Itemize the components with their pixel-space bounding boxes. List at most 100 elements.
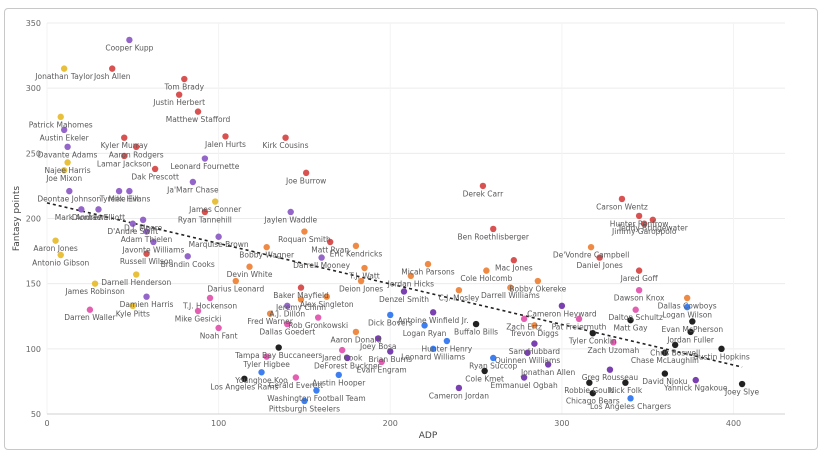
data-label: Zach Uzomah	[588, 346, 640, 355]
data-label: Darrell Mooney	[293, 261, 350, 270]
data-point	[232, 277, 239, 285]
data-point	[206, 294, 214, 302]
data-point	[222, 133, 229, 140]
data-label: Davante Adams	[38, 150, 98, 159]
data-point	[407, 272, 415, 280]
data-label: Carson Wentz	[596, 202, 648, 211]
data-point	[129, 220, 137, 227]
data-point	[126, 187, 133, 195]
data-label: Mike Gesicki	[175, 315, 222, 324]
data-point	[606, 366, 614, 373]
data-label: Dalton Schultz	[608, 313, 663, 322]
data-label: Mac Jones	[495, 264, 533, 273]
y-tick-label: 200	[26, 215, 41, 224]
data-point	[263, 353, 270, 360]
data-label: Tyler Higbee	[242, 360, 290, 369]
data-label: Jordan Hicks	[387, 279, 434, 288]
data-label: Fred Warner	[247, 317, 293, 326]
data-point	[121, 152, 128, 160]
data-label: Jordan Fuller	[666, 335, 715, 344]
data-point	[520, 374, 528, 381]
data-point	[301, 397, 308, 405]
data-point	[64, 159, 71, 166]
data-point	[57, 113, 64, 121]
data-point	[95, 206, 102, 213]
data-point	[284, 302, 291, 310]
data-point	[78, 206, 85, 213]
y-axis-title: Fantasy points	[12, 186, 22, 251]
data-label: Robbie Gould	[564, 386, 614, 395]
data-point	[661, 349, 669, 356]
data-label: Joe Mixon	[45, 174, 82, 183]
data-point	[194, 108, 202, 115]
data-point	[429, 309, 437, 316]
data-point	[589, 329, 596, 337]
data-point	[689, 318, 696, 325]
data-label: Darnell Henderson	[101, 278, 171, 287]
data-point	[60, 65, 68, 72]
data-label: Ja'Marr Chase	[166, 186, 219, 195]
data-label: Yannick Ngakoue	[663, 384, 728, 393]
data-label: Diontae Elliott	[72, 213, 125, 222]
data-point	[150, 238, 157, 246]
data-point	[292, 374, 300, 381]
data-point	[596, 254, 603, 261]
data-label: Logan Ryan	[403, 329, 447, 338]
data-point	[524, 349, 531, 356]
data-point	[575, 315, 583, 323]
data-label: Najee Harris	[45, 166, 91, 175]
data-point	[246, 263, 253, 270]
x-tick-label: 200	[383, 419, 398, 428]
data-label: Los Angeles Rams	[210, 382, 278, 391]
data-point	[109, 65, 116, 72]
data-point	[627, 395, 634, 402]
data-label: Jaylen Waddle	[263, 215, 317, 224]
data-label: Patrick Mahomes	[29, 120, 93, 129]
data-label: Dallas Goedert	[259, 328, 315, 337]
data-label: T.J. Watt	[348, 272, 380, 281]
data-label: Ben Roethlisberger	[457, 232, 529, 241]
data-label: A.J. Dillon	[269, 309, 305, 318]
data-label: Matt Ryan	[311, 245, 349, 254]
data-label: Darius Leonard	[207, 285, 264, 294]
axes: 50 100 150 200 250 300 350 0 100 200 300 400	[26, 19, 785, 428]
data-label: Jeremy Chinn	[275, 303, 326, 312]
x-axis-title: ADP	[419, 431, 438, 441]
data-label: Dick Bovers	[368, 318, 413, 327]
data-point	[302, 169, 310, 177]
data-label: Damien Harris	[120, 300, 174, 309]
data-label: Baker Mayfield	[273, 291, 329, 300]
data-label: Cameron Heyward	[527, 309, 597, 318]
data-points	[52, 36, 746, 405]
data-point	[455, 286, 463, 294]
data-label: Jonathan Allen	[520, 368, 575, 377]
data-point	[627, 316, 634, 324]
data-point	[490, 354, 497, 362]
data-label: T.J. Hockenson	[182, 302, 237, 311]
data-label: Deion Jones	[339, 285, 383, 294]
data-label: Cole Kmet	[465, 374, 504, 383]
data-label: De'Vondre Campbell	[553, 251, 629, 260]
data-label: Chicago Bears	[566, 397, 620, 406]
data-point	[313, 387, 320, 394]
data-point	[129, 302, 137, 310]
data-point	[275, 344, 282, 351]
x-tick-label: 0	[44, 419, 49, 428]
data-label: Aaron Donald	[330, 335, 381, 344]
data-label: Ryan Tannehill	[178, 215, 232, 224]
data-point	[357, 277, 365, 285]
data-point	[297, 296, 305, 303]
data-point	[266, 310, 274, 317]
data-point	[635, 212, 643, 220]
data-label: Buffalo Bills	[454, 328, 498, 337]
data-point	[455, 384, 463, 392]
trend-line	[46, 202, 743, 368]
data-point	[60, 167, 68, 174]
data-label: Bobby Wagner	[239, 251, 295, 260]
data-label: Javonte Williams	[121, 245, 184, 254]
data-point	[344, 354, 351, 362]
y-tick-label: 250	[26, 149, 41, 158]
gridlines	[46, 22, 785, 415]
x-tick-label: 300	[554, 419, 569, 428]
data-point	[201, 155, 209, 162]
